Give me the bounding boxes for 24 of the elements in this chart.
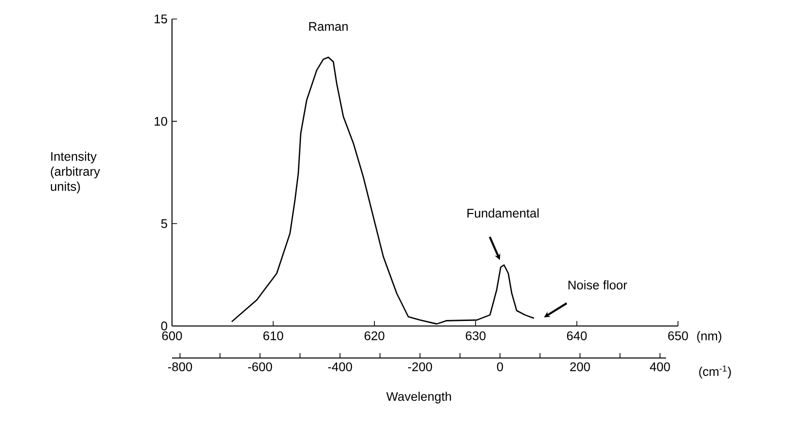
x-axis-title: Wavelength bbox=[386, 392, 451, 404]
x-tick-label: 600 bbox=[162, 331, 182, 340]
x2-tick-label: -200 bbox=[408, 362, 432, 372]
y-tick-label: 5 bbox=[161, 219, 168, 228]
x-tick-label: 630 bbox=[466, 331, 486, 340]
x2-tick-label: -600 bbox=[248, 362, 272, 372]
x2-tick-label: 200 bbox=[570, 362, 590, 372]
x2-tick-label: -800 bbox=[168, 362, 192, 372]
x2-tick-label: -400 bbox=[328, 362, 352, 372]
y-tick-label: 0 bbox=[161, 322, 168, 330]
text: (cm$^{-1}$) bbox=[699, 366, 731, 378]
x2-tick-label: 0 bbox=[497, 362, 504, 372]
x-tick-label: 620 bbox=[364, 331, 384, 340]
annotation: Raman bbox=[309, 22, 348, 31]
y-tick-label: 10 bbox=[154, 116, 168, 126]
x-tick-label: 610 bbox=[263, 331, 284, 340]
x-tick-label: 640 bbox=[567, 331, 587, 340]
x-tick-label: 650 bbox=[668, 331, 688, 340]
x2-tick-label: 400 bbox=[650, 362, 670, 372]
text: (nm) bbox=[697, 331, 722, 343]
annotation: Noise floor bbox=[568, 280, 628, 290]
annotation: Fundamental bbox=[467, 208, 539, 218]
y-tick-label: 15 bbox=[154, 14, 168, 24]
y-axis-title: Intensity (arbitrary units) bbox=[50, 152, 100, 194]
